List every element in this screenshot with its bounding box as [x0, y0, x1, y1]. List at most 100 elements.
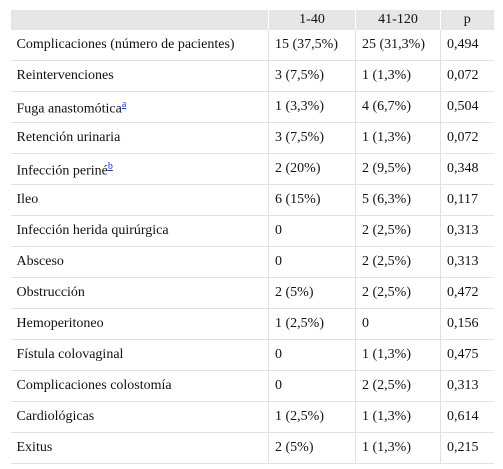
cell-text: 3 (7,5%)	[275, 68, 324, 83]
value-cell: 0	[355, 308, 441, 340]
value-cell: 1 (1,3%)	[355, 401, 441, 433]
header-cell: p	[440, 10, 494, 30]
row-label: Complicaciones colostomía	[10, 370, 269, 402]
cell-text: Complicaciones (número de pacientes)	[16, 37, 235, 52]
cell-text: 2 (20%)	[275, 161, 321, 176]
cell-text: 0,348	[447, 161, 479, 176]
row-label: Ileo	[10, 184, 269, 216]
value-cell: 2 (5%)	[268, 277, 356, 309]
cell-text: Retención urinaria	[16, 130, 121, 145]
value-cell: 3 (7,5%)	[268, 60, 356, 92]
cell-text: 2 (2,5%)	[362, 285, 411, 300]
cell-text: 0,475	[447, 347, 479, 362]
header-cell: 41-120	[355, 10, 441, 30]
footnote-marker: a	[122, 97, 126, 110]
cell-text: Ileo	[16, 192, 39, 207]
cell-text: 4 (6,7%)	[362, 99, 411, 114]
value-cell: 0,475	[440, 339, 494, 371]
cell-text: 6 (15%)	[275, 192, 321, 207]
cell-text: Fístula colovaginal	[16, 347, 124, 362]
cell-text: Absceso	[16, 254, 64, 269]
cell-text: 0,313	[447, 254, 479, 269]
value-cell: 0,472	[440, 277, 494, 309]
cell-text: 1 (1,3%)	[362, 68, 411, 83]
cell-text: Cardiológicas	[16, 409, 95, 424]
table-row: Ileo 6 (15%) 5 (6,3%) 0,117	[10, 184, 494, 216]
value-cell: 5 (6,3%)	[355, 184, 441, 216]
cell-text: Obstrucción	[16, 285, 85, 300]
row-label: Obstrucción	[10, 277, 269, 309]
value-cell: 4 (6,7%)	[355, 91, 441, 123]
row-label: Cardiológicas	[10, 401, 269, 433]
table-row: Fístula colovaginal 0 1 (1,3%) 0,475	[10, 339, 494, 371]
value-cell: 1 (1,3%)	[355, 432, 441, 464]
footnote-link[interactable]: b	[107, 160, 113, 172]
table-row: Infección herida quirúrgica 0 2 (2,5%) 0,31…	[10, 215, 494, 247]
value-cell: 2 (20%)	[268, 153, 356, 185]
table-row: Complicaciones colostomía 0 2 (2,5%) 0,313	[10, 370, 494, 402]
cell-text: Infección herida quirúrgica	[16, 223, 169, 238]
cell-text: 2 (5%)	[275, 285, 314, 300]
cell-text: 0,117	[447, 192, 478, 207]
value-cell: 15 (37,5%)	[268, 30, 356, 61]
value-cell: 1 (2,5%)	[268, 401, 356, 433]
cell-text: 1 (1,3%)	[362, 440, 411, 455]
cell-text: 0	[275, 223, 282, 238]
cell-text: Hemoperitoneo	[16, 316, 104, 331]
cell-text: 0,313	[447, 378, 479, 393]
header-row: 1-40 41-120 p	[10, 10, 494, 30]
table-row: Absceso 0 2 (2,5%) 0,313	[10, 246, 494, 278]
cell-text: 0	[275, 378, 282, 393]
value-cell: 0,072	[440, 122, 494, 154]
value-cell: 0,072	[440, 60, 494, 92]
value-cell: 0	[268, 339, 356, 371]
table-row: Reintervenciones 3 (7,5%) 1 (1,3%) 0,072	[10, 60, 494, 92]
row-label: Retención urinaria	[10, 122, 269, 154]
value-cell: 1 (1,3%)	[355, 339, 441, 371]
cell-text: 15 (37,5%)	[275, 37, 338, 52]
footnote-link[interactable]: a	[121, 98, 127, 110]
cell-text: 0,504	[447, 99, 479, 114]
cell-text: 0,472	[447, 285, 479, 300]
cell-text: 1 (1,3%)	[362, 409, 411, 424]
row-label: Exitus	[10, 432, 269, 464]
row-label: Infección perinéb	[10, 153, 269, 185]
value-cell: 0,494	[440, 30, 494, 61]
cell-text: 0	[275, 347, 282, 362]
table-row: Fuga anastomóticaa 1 (3,3%) 4 (6,7%) 0,504	[10, 91, 494, 123]
value-cell: 0,313	[440, 215, 494, 247]
value-cell: 0,117	[440, 184, 494, 216]
value-cell: 0,614	[440, 401, 494, 433]
table-row: Retención urinaria 3 (7,5%) 1 (1,3%) 0,072	[10, 122, 494, 154]
value-cell: 2 (9,5%)	[355, 153, 441, 185]
row-label: Complicaciones (número de pacientes)	[10, 30, 269, 61]
cell-text: 2 (9,5%)	[362, 161, 411, 176]
cell-text: 3 (7,5%)	[275, 130, 324, 145]
cell-text: 0,156	[447, 316, 479, 331]
cell-text: Reintervenciones	[16, 68, 114, 83]
cell-text: 2 (2,5%)	[362, 223, 411, 238]
value-cell: 0	[268, 370, 356, 402]
row-label: Reintervenciones	[10, 60, 269, 92]
cell-text: 2 (5%)	[275, 440, 314, 455]
table-row: Exitus 2 (5%) 1 (1,3%) 0,215	[10, 432, 494, 464]
value-cell: 6 (15%)	[268, 184, 356, 216]
table-row: Obstrucción 2 (5%) 2 (2,5%) 0,472	[10, 277, 494, 309]
cell-text: 1 (2,5%)	[275, 316, 324, 331]
value-cell: 0,156	[440, 308, 494, 340]
cell-text: 0	[275, 254, 282, 269]
table-row: Infección perinéb 2 (20%) 2 (9,5%) 0,348	[10, 153, 494, 185]
value-cell: 3 (7,5%)	[268, 122, 356, 154]
cell-text: 5 (6,3%)	[362, 192, 411, 207]
cell-text: 0,072	[447, 130, 479, 145]
cell-text: 25 (31,3%)	[362, 37, 425, 52]
cell-text: Fuga anastomótica	[16, 101, 122, 117]
value-cell: 0,313	[440, 246, 494, 278]
table-row: Hemoperitoneo 1 (2,5%) 0 0,156	[10, 308, 494, 340]
cell-text: 0,614	[447, 409, 479, 424]
cell-text: 1 (1,3%)	[362, 347, 411, 362]
header-cell: 1-40	[268, 10, 356, 30]
cell-text: Complicaciones colostomía	[16, 378, 172, 393]
table-row: Complicaciones (número de pacientes) 15 (…	[10, 30, 494, 61]
